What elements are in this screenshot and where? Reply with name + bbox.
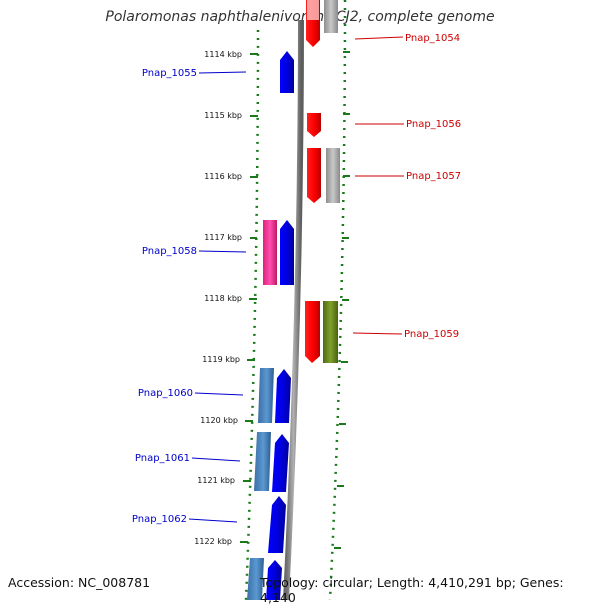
- gene-label[interactable]: Pnap_1055: [142, 68, 197, 79]
- label-leader: [198, 71, 247, 74]
- gene-arrow-olive[interactable]: [323, 301, 338, 363]
- label-leader: [194, 392, 244, 396]
- right-gene-labels: Pnap_1054 Pnap_1056 Pnap_1057 Pnap_1059: [352, 33, 461, 340]
- label-leader: [188, 518, 238, 523]
- gene-arrow-steel[interactable]: [247, 558, 264, 600]
- gene-arrow-blue[interactable]: [266, 560, 282, 600]
- gene-arrow-blue[interactable]: [280, 220, 294, 285]
- gene-arrow-blue[interactable]: [268, 496, 286, 553]
- gene-arrow-red[interactable]: [307, 148, 321, 203]
- kbp-scale: 1114 kbp 1115 kbp 1116 kbp 1117 kbp 1118…: [194, 50, 258, 546]
- gene-label[interactable]: Pnap_1061: [135, 453, 190, 464]
- gene-label[interactable]: Pnap_1062: [132, 514, 187, 525]
- gene-label[interactable]: Pnap_1060: [138, 388, 193, 399]
- map-title: Polaromonas naphthalenivorans CJ2, compl…: [105, 9, 495, 25]
- gene-arrows: [247, 0, 340, 600]
- label-leader: [352, 332, 403, 335]
- tick-label: 1121 kbp: [197, 476, 235, 485]
- accession-text: Accession: NC_008781: [8, 575, 151, 590]
- right-scale-ticks: [334, 51, 350, 549]
- gene-arrow-blue[interactable]: [272, 434, 289, 492]
- tick-label: 1116 kbp: [204, 172, 242, 181]
- tick-label: 1114 kbp: [204, 50, 242, 59]
- gene-arrow-red[interactable]: [307, 113, 321, 137]
- tick-label: 1115 kbp: [204, 111, 242, 120]
- gene-arrow-pink[interactable]: [263, 220, 277, 285]
- tick-label: 1122 kbp: [194, 537, 232, 546]
- genome-backbone: [283, 19, 304, 600]
- gene-arrow-red[interactable]: [305, 301, 320, 363]
- gene-arrow-gray[interactable]: [324, 0, 338, 33]
- gene-label[interactable]: Pnap_1058: [142, 246, 197, 257]
- gene-arrow-blue[interactable]: [280, 51, 294, 93]
- gene-label[interactable]: Pnap_1056: [406, 119, 461, 130]
- gene-label[interactable]: Pnap_1054: [405, 33, 460, 44]
- tick-label: 1119 kbp: [202, 355, 240, 364]
- gene-arrow-steel[interactable]: [258, 368, 274, 423]
- gene-arrow-gray[interactable]: [326, 148, 340, 203]
- tick-label: 1118 kbp: [204, 294, 242, 303]
- topology-text: Topology: circular; Length: 4,410,291 bp…: [260, 575, 564, 605]
- gene-label[interactable]: Pnap_1059: [404, 329, 459, 340]
- gene-arrow-steel[interactable]: [254, 432, 271, 491]
- gene-arrow-highlight: [307, 0, 319, 20]
- gene-arrow-blue[interactable]: [275, 369, 291, 423]
- tick-label: 1120 kbp: [200, 416, 238, 425]
- label-leader: [198, 250, 247, 253]
- label-leader: [191, 457, 241, 462]
- gene-label[interactable]: Pnap_1057: [406, 171, 461, 182]
- label-leader: [354, 36, 404, 40]
- left-gene-labels: Pnap_1055 Pnap_1058 Pnap_1060 Pnap_1061 …: [132, 68, 247, 525]
- tick-label: 1117 kbp: [204, 233, 242, 242]
